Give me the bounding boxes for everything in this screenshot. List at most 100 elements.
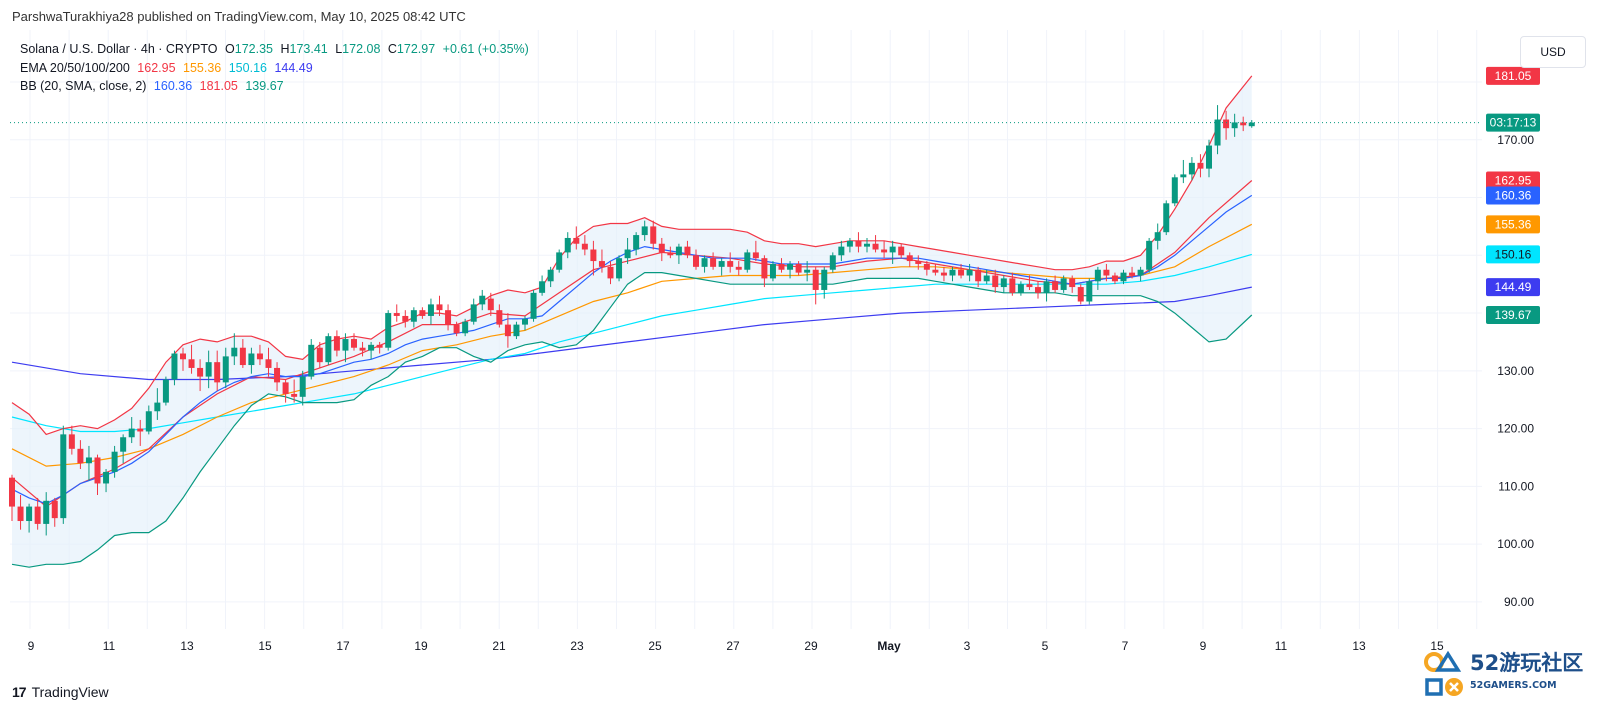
candle-body xyxy=(1146,240,1153,270)
candle-body xyxy=(385,313,392,348)
watermark-text: 52游玩社区 xyxy=(1470,651,1583,675)
candle-body xyxy=(940,272,947,276)
legend-symbol-row: Solana / U.S. Dollar · 4h · CRYPTO O172.… xyxy=(20,40,533,59)
legend-bb-row: BB (20, SMA, close, 2) 160.36 181.05 139… xyxy=(20,77,533,96)
candle-body xyxy=(410,310,417,322)
candle-body xyxy=(1206,145,1212,169)
candle-body xyxy=(291,393,298,397)
candle-body xyxy=(1197,162,1204,169)
candle-body xyxy=(1060,278,1067,290)
candle-body xyxy=(992,275,999,288)
x-tick-label: 19 xyxy=(414,639,428,653)
candle-body xyxy=(496,310,503,325)
x-tick-label: 13 xyxy=(180,639,194,653)
candle-body xyxy=(1035,287,1041,293)
price-tag xyxy=(1486,278,1540,297)
candle-body xyxy=(17,506,24,522)
x-tick-label: 13 xyxy=(1352,639,1366,653)
tradingview-logo[interactable]: 17 TradingView xyxy=(12,684,109,700)
candle-body xyxy=(675,246,682,256)
legend-open: 172.35 xyxy=(234,42,273,56)
candle-body xyxy=(1009,278,1016,293)
candle-body xyxy=(564,237,571,253)
legend-bb-upper: 181.05 xyxy=(199,79,238,93)
candle-body xyxy=(316,347,323,363)
candle-body xyxy=(299,376,306,397)
candle-body xyxy=(239,347,246,366)
bb-band-fill xyxy=(12,75,1252,568)
candle-body xyxy=(1111,275,1118,282)
candle-body xyxy=(693,255,699,267)
candle-body xyxy=(915,261,922,264)
candle-body xyxy=(51,500,58,519)
x-tick-label: 23 xyxy=(570,639,584,653)
legend-ema-label: EMA 20/50/100/200 xyxy=(20,60,130,75)
price-tag-label: 155.36 xyxy=(1495,217,1532,231)
price-tag xyxy=(1486,305,1540,324)
candle-body xyxy=(889,246,896,253)
candle-body xyxy=(1026,284,1033,288)
candle-body xyxy=(128,428,135,438)
candle-body xyxy=(598,261,605,267)
candle-body xyxy=(43,500,50,524)
tradingview-mark-icon: 17 xyxy=(12,684,27,700)
legend-low: 172.08 xyxy=(342,42,381,56)
price-tag-label: 162.95 xyxy=(1495,173,1532,187)
candle-body xyxy=(34,506,41,524)
candle-body xyxy=(145,411,152,432)
currency-button[interactable]: USD xyxy=(1520,36,1586,68)
candle-body xyxy=(1086,281,1093,302)
candle-body xyxy=(1163,203,1170,233)
candle-body xyxy=(256,353,263,360)
x-tick-label: 9 xyxy=(1200,639,1207,653)
candle-body xyxy=(650,226,657,244)
candle-body xyxy=(923,263,930,270)
candle-body xyxy=(684,246,691,256)
publish-info: ParshwaTurakhiya28 published on TradingV… xyxy=(12,9,466,24)
legend-high: 173.41 xyxy=(289,42,328,56)
candle-body xyxy=(265,359,272,368)
price-tag-label: 150.16 xyxy=(1495,247,1532,261)
candle-body xyxy=(573,237,580,244)
candle-body xyxy=(727,261,734,267)
candle-body xyxy=(735,266,742,270)
watermark-logo-icon xyxy=(1424,650,1463,696)
legend-close: 172.97 xyxy=(396,42,436,56)
price-tag xyxy=(1486,113,1540,132)
candle-body xyxy=(872,243,879,250)
candle-body xyxy=(752,252,759,259)
x-tick-label: 11 xyxy=(1275,639,1288,653)
candle-body xyxy=(1231,122,1238,129)
candle-body xyxy=(171,353,178,380)
candle-body xyxy=(68,434,75,449)
candle-body xyxy=(718,261,725,267)
legend-ema100: 150.16 xyxy=(228,60,267,75)
candle-body xyxy=(1043,281,1050,293)
x-tick-label: 15 xyxy=(1430,639,1444,653)
candle-body xyxy=(222,356,229,383)
candle-body xyxy=(26,506,33,522)
x-tick-label: 25 xyxy=(648,639,662,653)
x-tick-label: 5 xyxy=(1042,639,1049,653)
candle-body xyxy=(530,292,537,319)
candle-body xyxy=(154,402,161,412)
y-tick-label: 90.00 xyxy=(1504,595,1534,609)
candle-body xyxy=(949,269,956,276)
x-tick-label: 11 xyxy=(103,639,116,653)
candle-body xyxy=(769,263,776,279)
candle-body xyxy=(1171,177,1178,204)
candle-body xyxy=(761,258,768,279)
candle-body xyxy=(103,471,110,484)
legend-ema-row: EMA 20/50/100/200 162.95 155.36 150.16 1… xyxy=(20,59,533,78)
candle-body xyxy=(966,269,973,276)
candle-body xyxy=(590,249,597,262)
candle-body xyxy=(624,249,631,259)
candle-body xyxy=(504,324,511,337)
legend-open-label: O xyxy=(225,42,235,56)
candle-body xyxy=(376,344,383,348)
candle-body xyxy=(881,249,888,253)
candle-body xyxy=(1129,272,1136,276)
bb-upper-line xyxy=(11,75,1253,436)
candle-body xyxy=(778,263,785,270)
